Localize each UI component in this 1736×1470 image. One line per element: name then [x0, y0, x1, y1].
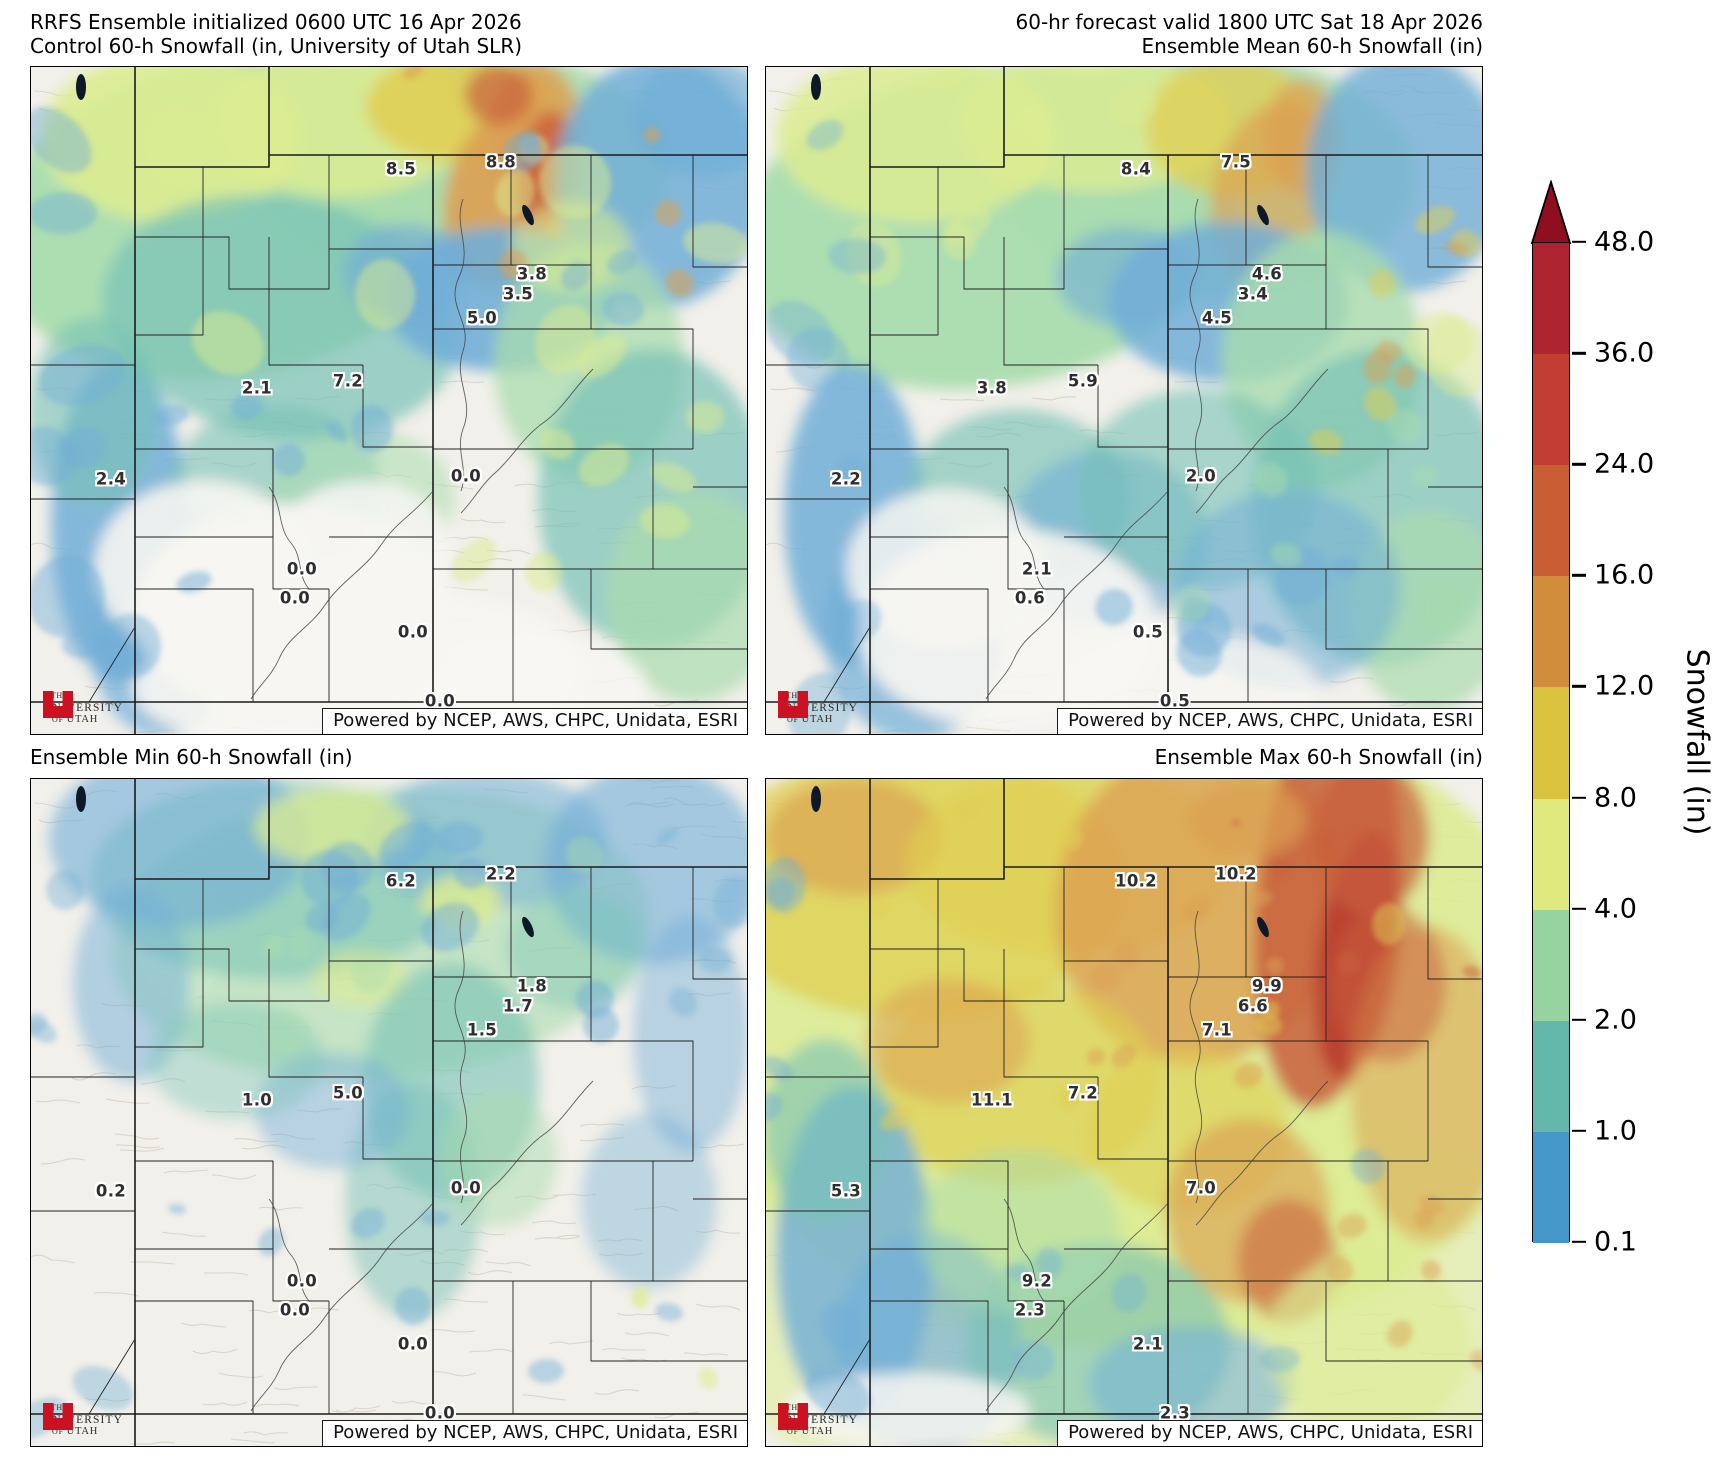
logo-of-utah-text: OF UTAH	[52, 714, 99, 725]
logo-the-text: THE	[51, 1403, 69, 1412]
colorbar-tick-label: 1.0	[1594, 1115, 1637, 1147]
map-art	[31, 67, 747, 734]
colorbar-segment	[1533, 576, 1569, 688]
block-u-icon	[43, 1403, 73, 1430]
title-line: Ensemble Min 60-h Snowfall (in)	[30, 745, 353, 769]
university-of-utah-logo: THE UNIVERSITY OF UTAH	[43, 691, 122, 726]
block-u-icon	[778, 691, 808, 718]
colorbar: 48.0 36.0 24.0 16.0 12.0 8.0 4.0 2.0 1.0 0.1	[1530, 180, 1654, 1258]
panel-title-min: Ensemble Min 60-h Snowfall (in)	[30, 745, 353, 769]
colorbar-over-arrow	[1530, 180, 1572, 244]
block-u-icon	[778, 1403, 808, 1430]
colorbar-segment	[1533, 687, 1569, 799]
colorbar-tick-label: 2.0	[1594, 1004, 1637, 1036]
title-line: RRFS Ensemble initialized 0600 UTC 16 Ap…	[30, 10, 522, 34]
colorbar-tick	[1572, 1240, 1586, 1244]
colorbar-tick-label: 24.0	[1594, 448, 1655, 480]
colorbar-tick	[1572, 351, 1586, 355]
logo-the-text: THE	[786, 691, 804, 700]
colorbar-bar	[1532, 242, 1570, 1243]
colorbar-segment	[1533, 1020, 1569, 1132]
colorbar-title: Snowfall (in)	[1679, 648, 1715, 836]
title-line: Control 60-h Snowfall (in, University of…	[30, 34, 523, 58]
colorbar-tick-label: 4.0	[1594, 893, 1637, 925]
colorbar-tick-label: 12.0	[1594, 670, 1655, 702]
map-panel-control: 8.5 8.8 3.8 3.5 5.0 2.1 7.2 2.4 0.0 0.0 0.0 0.0 0.0 T…	[30, 66, 748, 735]
colorbar-segment	[1533, 354, 1569, 466]
map-art	[766, 67, 1482, 734]
university-of-utah-logo: THE UNIVERSITY OF UTAH	[43, 1403, 122, 1438]
map-panel-max: 10.2 10.2 9.9 6.6 7.1 11.1 7.2 5.3 7.0 9.2 2.3 2.1 2…	[765, 778, 1483, 1447]
logo-of-utah-text: OF UTAH	[787, 714, 834, 725]
colorbar-segment	[1533, 1131, 1569, 1243]
colorbar-tick	[1572, 907, 1586, 910]
colorbar-tick	[1572, 1018, 1586, 1021]
logo-the-text: THE	[786, 1403, 804, 1412]
colorbar-tick	[1572, 574, 1586, 577]
colorbar-segment	[1533, 798, 1569, 910]
colorbar-tick	[1572, 240, 1586, 244]
colorbar-tick-label: 36.0	[1594, 337, 1655, 369]
colorbar-segment	[1533, 909, 1569, 1021]
colorbar-segment	[1533, 243, 1569, 355]
colorbar-tick	[1572, 463, 1586, 466]
title-line: Ensemble Mean 60-h Snowfall (in)	[1141, 34, 1483, 58]
panel-title-max: Ensemble Max 60-h Snowfall (in)	[1155, 745, 1483, 769]
panel-title-mean: 60-hr forecast valid 1800 UTC Sat 18 Apr…	[1016, 10, 1484, 58]
logo-of-utah-text: OF UTAH	[52, 1426, 99, 1437]
logo-of-utah-text: OF UTAH	[787, 1426, 834, 1437]
map-panel-mean: 8.4 7.5 4.6 3.4 4.5 3.8 5.9 2.2 2.0 2.1 0.6 0.5 0.5 T…	[765, 66, 1483, 735]
colorbar-tick	[1572, 1129, 1586, 1133]
attribution: Powered by NCEP, AWS, CHPC, Unidata, ESR…	[322, 708, 747, 734]
map-art	[766, 779, 1482, 1446]
attribution: Powered by NCEP, AWS, CHPC, Unidata, ESR…	[1057, 1420, 1482, 1446]
attribution: Powered by NCEP, AWS, CHPC, Unidata, ESR…	[322, 1420, 747, 1446]
colorbar-tick	[1572, 796, 1586, 799]
attribution: Powered by NCEP, AWS, CHPC, Unidata, ESR…	[1057, 708, 1482, 734]
logo-the-text: THE	[51, 691, 69, 700]
colorbar-tick	[1572, 685, 1586, 688]
colorbar-tick-label: 48.0	[1594, 226, 1655, 258]
title-line: 60-hr forecast valid 1800 UTC Sat 18 Apr…	[1015, 10, 1484, 34]
block-u-icon	[43, 691, 73, 718]
map-art	[31, 779, 747, 1446]
panel-title-control: RRFS Ensemble initialized 0600 UTC 16 Ap…	[30, 10, 522, 58]
title-line: Ensemble Max 60-h Snowfall (in)	[1154, 745, 1483, 769]
colorbar-segment	[1533, 465, 1569, 577]
colorbar-tick-label: 8.0	[1594, 782, 1637, 814]
map-panel-min: 6.2 2.2 1.8 1.7 1.5 1.0 5.0 0.2 0.0 0.0 0.0 0.0 0.0 T…	[30, 778, 748, 1447]
colorbar-tick-label: 16.0	[1594, 559, 1655, 591]
university-of-utah-logo: THE UNIVERSITY OF UTAH	[778, 691, 857, 726]
university-of-utah-logo: THE UNIVERSITY OF UTAH	[778, 1403, 857, 1438]
colorbar-tick-label: 0.1	[1594, 1226, 1637, 1258]
